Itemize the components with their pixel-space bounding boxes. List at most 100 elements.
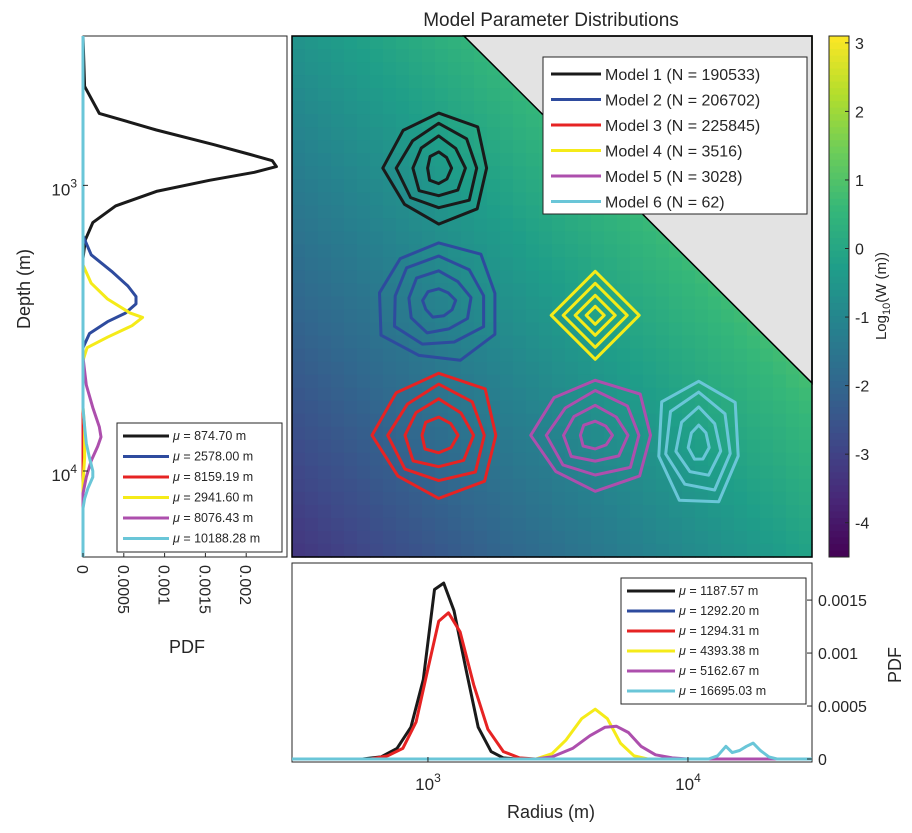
heatmap-cell [305, 244, 319, 259]
heatmap-cell [396, 49, 410, 63]
heatmap-cell [357, 465, 371, 480]
radius-pdf-series-line [292, 741, 812, 761]
heatmap-cell [565, 348, 579, 363]
heatmap-cell [786, 504, 800, 519]
heatmap-cell [552, 283, 566, 298]
heatmap-cell [526, 543, 540, 558]
colorbar-cell [829, 498, 849, 506]
heatmap-cell [682, 322, 696, 337]
heatmap-cell [305, 361, 319, 376]
heatmap-cell [448, 309, 462, 324]
heatmap-cell [643, 400, 657, 415]
contour-line [393, 254, 486, 346]
heatmap-cell [344, 491, 358, 506]
heatmap-cell [630, 517, 644, 532]
heatmap-cell [669, 283, 683, 298]
heatmap-cell [734, 400, 748, 415]
depth-pdf-xtick-label: 0.001 [155, 565, 172, 605]
heatmap-cell [695, 517, 709, 532]
heatmap-cell [708, 543, 722, 558]
heatmap-cell [396, 348, 410, 363]
heatmap-cell [383, 205, 397, 219]
colorbar-gradient [829, 36, 849, 558]
heatmap-cell [305, 335, 319, 350]
heatmap-cell [487, 361, 501, 376]
heatmap-cell [552, 504, 566, 519]
heatmap-cell [526, 400, 540, 415]
colorbar-cell [829, 237, 849, 245]
radius-pdf-ytick-label: 0 [818, 752, 827, 769]
depth-pdf-legend-label: μ = 8159.19 m [172, 470, 253, 484]
contour-line [421, 287, 458, 319]
heatmap-cell [695, 309, 709, 324]
heatmap-cell [435, 465, 449, 480]
heatmap-cell [305, 283, 319, 298]
contour-line [370, 371, 498, 500]
heatmap-cell [435, 75, 449, 89]
heatmap-cell [578, 244, 592, 259]
heatmap-cell [708, 504, 722, 519]
heatmap-cell [500, 374, 514, 389]
heatmap-cell [305, 153, 319, 167]
heatmap-cell [331, 322, 345, 337]
heatmap-cell [422, 49, 436, 63]
heatmap-cell [669, 491, 683, 506]
heatmap-cell [448, 101, 462, 115]
heatmap-cell [500, 257, 514, 272]
colorbar-cell [829, 452, 849, 460]
heatmap-cell [305, 218, 319, 232]
heatmap-cell [292, 374, 306, 389]
heatmap-cell [396, 101, 410, 115]
heatmap-cell [682, 270, 696, 285]
heatmap-cell [591, 283, 605, 298]
colorbar-tick-label: 2 [855, 104, 864, 121]
contour-line [674, 405, 723, 477]
heatmap-cell [461, 218, 475, 232]
radius-pdf-series-line [292, 707, 812, 761]
heatmap-cell [799, 478, 813, 493]
heatmap-cell [591, 517, 605, 532]
heatmap-cell [630, 530, 644, 545]
heatmap-cell [396, 36, 410, 50]
heatmap-cell [721, 361, 735, 376]
heatmap-cell [500, 387, 514, 402]
contour-line [403, 397, 476, 469]
heatmap-cell [760, 543, 774, 558]
heatmap-cell [630, 348, 644, 363]
heatmap-cell [318, 387, 332, 402]
heatmap-cell [357, 75, 371, 89]
heatmap-cell [669, 335, 683, 350]
heatmap-cell [474, 530, 488, 545]
heatmap-cell [331, 543, 345, 558]
colorbar-cell [829, 68, 849, 76]
heatmap-cell [318, 400, 332, 415]
heatmap-cell [552, 543, 566, 558]
heatmap-cell [500, 153, 514, 167]
heatmap-cell [760, 517, 774, 532]
heatmap-cell [526, 348, 540, 363]
heatmap-cell [695, 543, 709, 558]
contour-line [407, 269, 473, 335]
heatmap-cell [396, 114, 410, 128]
contour-line [578, 419, 614, 451]
heatmap-cell [695, 400, 709, 415]
depth-pdf-xtick-label: 0.0015 [195, 565, 212, 614]
heatmap-cell [656, 517, 670, 532]
heatmap-cell [643, 491, 657, 506]
heatmap-cell [435, 452, 449, 467]
heatmap-cell [383, 491, 397, 506]
heatmap-cell [760, 491, 774, 506]
heatmap-cell [526, 309, 540, 324]
heatmap-cell [435, 543, 449, 558]
heatmap-cell [682, 465, 696, 480]
colorbar-cell [829, 198, 849, 206]
heatmap-cell [773, 517, 787, 532]
heatmap-cell [539, 322, 553, 337]
heatmap-cell [708, 348, 722, 363]
heatmap-cell [318, 335, 332, 350]
heatmap-cell [331, 166, 345, 180]
heatmap-cell [331, 452, 345, 467]
heatmap-cell [786, 517, 800, 532]
heatmap-cell [513, 348, 527, 363]
